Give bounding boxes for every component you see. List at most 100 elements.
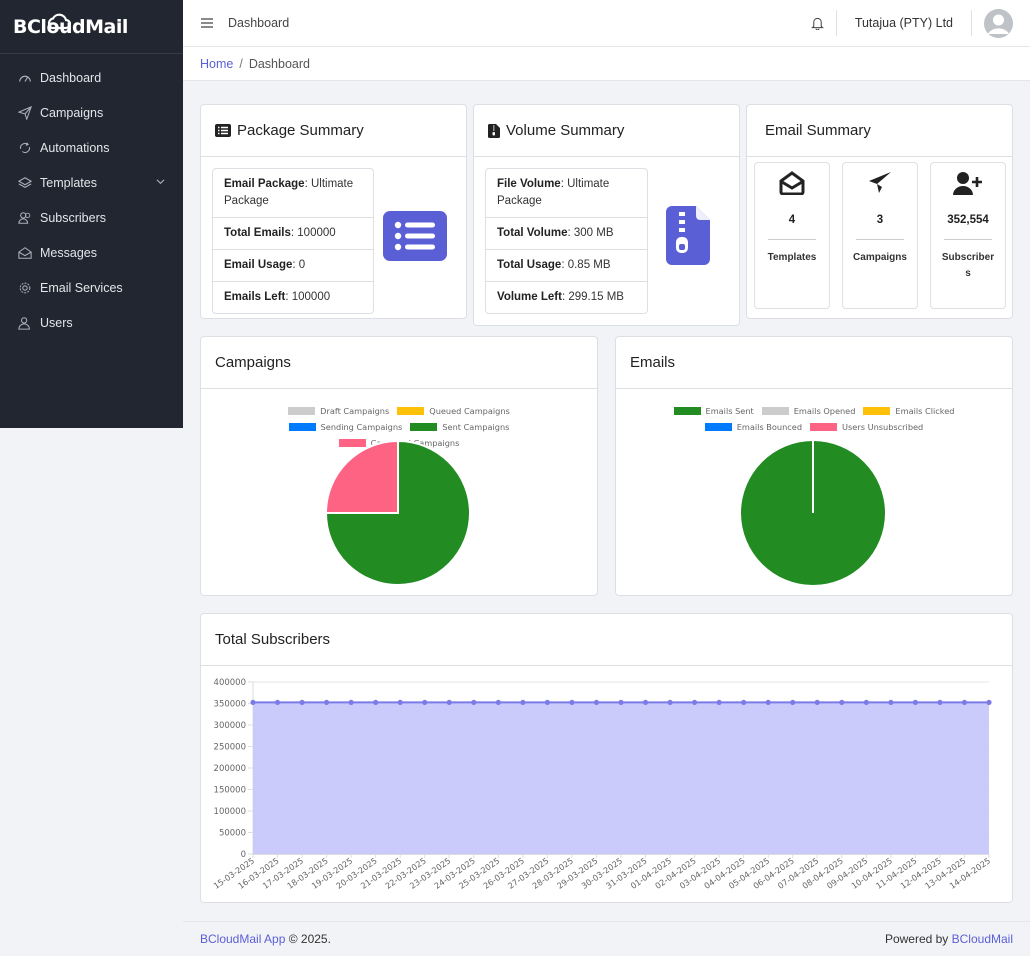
card-header: Package Summary (201, 105, 466, 157)
list-icon (215, 124, 231, 137)
sidebar-item-label: Users (40, 315, 73, 330)
data-point[interactable] (716, 699, 722, 706)
sidebar-item-label: Email Services (40, 280, 123, 295)
header-right: Tutajua (PTY) Ltd (810, 0, 1030, 46)
y-tick-label: 250000 (214, 743, 246, 753)
legend-label: Users Unsubscribed (842, 422, 924, 432)
data-point[interactable] (348, 699, 354, 706)
card-header: Campaigns (201, 337, 597, 389)
paper-plane-icon (17, 105, 33, 121)
divider (835, 10, 837, 36)
sidebar-item-templates[interactable]: Templates (0, 165, 183, 200)
footer-powered: Powered by BCloudMail (885, 932, 1013, 946)
sidebar-item-campaigns[interactable]: Campaigns (0, 95, 183, 130)
data-point[interactable] (274, 699, 281, 706)
data-point[interactable] (814, 699, 820, 706)
footer-app-link[interactable]: BCloudMail App (200, 932, 286, 946)
card-header: Emails (616, 337, 1012, 389)
data-point[interactable] (495, 699, 501, 706)
legend-item[interactable]: Sent Campaigns (410, 419, 509, 435)
sidebar-item-label: Dashboard (40, 70, 102, 85)
total-subscribers-card: Total Subscribers 400000 350000 300000 2500… (200, 613, 1013, 903)
footer: BCloudMail App © 2025. Powered by BCloud… (183, 921, 1030, 956)
info-label: Emails Left (224, 291, 286, 303)
summary-box-campaigns[interactable]: 3 Campaigns (842, 162, 918, 309)
sidebar: BCloudMail Dashboard Campaigns Automatio… (0, 0, 183, 428)
footer-powered-text: Powered by (884, 932, 952, 946)
cloud-logo-icon (47, 13, 72, 30)
legend-item[interactable]: Emails Opened (761, 403, 855, 419)
sidebar-item-dashboard[interactable]: Dashboard (0, 60, 183, 95)
legend-label: Emails Bounced (736, 422, 803, 432)
breadcrumb-current: Dashboard (248, 56, 310, 71)
data-point[interactable] (961, 699, 968, 706)
info-label: Email Package (224, 178, 305, 190)
data-point[interactable] (986, 699, 992, 706)
legend-item[interactable]: Sending Campaigns (288, 419, 403, 435)
data-point[interactable] (250, 699, 256, 706)
summary-box-subscribers[interactable]: 352,554 Subscribers (930, 162, 1006, 309)
sidebar-item-email-services[interactable]: Email Services (0, 270, 183, 305)
data-point[interactable] (520, 699, 526, 706)
emails-pie-chart (741, 441, 885, 585)
sidebar-item-users[interactable]: Users (0, 305, 183, 340)
data-point[interactable] (618, 699, 624, 706)
data-point[interactable] (446, 699, 452, 706)
data-point[interactable] (373, 699, 379, 706)
summary-value: 4 (788, 214, 796, 226)
legend-item[interactable]: Queued Campaigns (397, 403, 510, 419)
data-point[interactable] (937, 699, 943, 706)
legend-label: Sending Campaigns (320, 422, 403, 432)
data-point[interactable] (692, 699, 698, 706)
info-value: : Ultimate Package (497, 178, 610, 207)
legend-swatch (863, 407, 891, 415)
legend-item[interactable]: Emails Sent (673, 403, 754, 419)
sidebar-item-subscribers[interactable]: Subscribers (0, 200, 183, 235)
breadcrumb-home-link[interactable]: Home (200, 56, 234, 71)
hamburger-menu-icon[interactable] (200, 18, 214, 28)
card-title: Campaigns (215, 354, 291, 371)
sidebar-item-messages[interactable]: Messages (0, 235, 183, 270)
company-name[interactable]: Tutajua (PTY) Ltd (854, 16, 953, 30)
avatar[interactable] (984, 8, 1013, 38)
data-point[interactable] (299, 699, 305, 706)
email-summary-card: Email Summary 4 Templates 3 Campaigns 35… (746, 104, 1013, 319)
data-point[interactable] (593, 699, 600, 706)
card-title: Volume Summary (506, 122, 625, 139)
legend-label: Sent Campaigns (442, 422, 510, 432)
data-point[interactable] (912, 699, 919, 706)
brand-logo[interactable]: BCloudMail (0, 0, 183, 54)
sidebar-item-automations[interactable]: Automations (0, 130, 183, 165)
data-point[interactable] (569, 699, 575, 706)
data-point[interactable] (667, 699, 673, 706)
legend-swatch (704, 423, 732, 431)
layers-icon (17, 175, 33, 191)
summary-box-templates[interactable]: 4 Templates (754, 162, 830, 309)
volume-info-table: File Volume: Ultimate Package Total Volu… (485, 168, 648, 314)
legend-swatch (397, 407, 425, 415)
data-point[interactable] (863, 699, 869, 706)
volume-summary-card: Volume Summary File Volume: Ultimate Pac… (473, 104, 740, 326)
list-big-icon (383, 211, 447, 261)
data-point[interactable] (397, 699, 403, 706)
data-point[interactable] (790, 699, 796, 706)
data-point[interactable] (765, 699, 771, 706)
data-point[interactable] (544, 699, 550, 706)
data-point[interactable] (642, 699, 649, 706)
data-point[interactable] (888, 699, 894, 706)
summary-value: 352,554 (947, 214, 989, 226)
footer-powered-link[interactable]: BCloudMail (951, 932, 1013, 946)
legend-item[interactable]: Draft Campaigns (288, 403, 389, 419)
data-point[interactable] (839, 699, 845, 706)
legend-item[interactable]: Users Unsubscribed (810, 419, 923, 435)
data-point[interactable] (324, 699, 330, 706)
legend-item[interactable]: Emails Bounced (704, 419, 803, 435)
data-point[interactable] (741, 699, 747, 706)
pie-slice[interactable] (324, 439, 399, 514)
legend-item[interactable]: Emails Clicked (863, 403, 954, 419)
legend-swatch (761, 407, 789, 415)
data-point[interactable] (422, 699, 428, 706)
bell-icon[interactable] (810, 16, 824, 30)
chevron-down-icon[interactable] (156, 177, 165, 186)
data-point[interactable] (471, 699, 477, 706)
